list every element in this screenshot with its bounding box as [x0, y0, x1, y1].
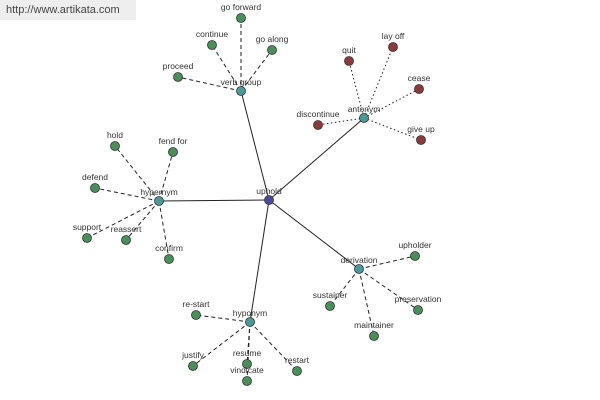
relation-node — [354, 264, 364, 274]
word-node — [416, 135, 426, 145]
word-label: support — [73, 222, 102, 232]
nodes — [82, 13, 426, 386]
word-label: quit — [342, 45, 356, 55]
word-label: maintainer — [354, 320, 394, 330]
relation-edge — [249, 199, 270, 323]
word-node — [414, 84, 424, 94]
word-edge — [329, 268, 360, 307]
word-node — [242, 359, 252, 369]
word-node — [110, 141, 120, 151]
word-node — [164, 254, 174, 264]
word-node — [242, 376, 252, 386]
word-label: defend — [82, 172, 108, 182]
word-label: restart — [285, 355, 310, 365]
relation-edge — [268, 199, 360, 270]
word-edge — [246, 321, 251, 382]
word-edge — [358, 268, 375, 337]
word-node — [188, 361, 198, 371]
relation-label: hyponym — [233, 308, 268, 318]
relation-node — [154, 196, 164, 206]
word-label: give up — [407, 124, 435, 134]
word-node — [369, 331, 379, 341]
word-node — [168, 147, 178, 157]
word-node — [313, 120, 323, 130]
word-edge — [94, 187, 160, 202]
word-label: discontinue — [296, 109, 339, 119]
word-edge — [358, 268, 419, 311]
word-node — [325, 301, 335, 311]
word-edge — [192, 321, 251, 367]
word-label: justify — [181, 350, 204, 360]
word-node — [236, 13, 246, 23]
word-node — [344, 56, 354, 66]
relation-label: hypernym — [140, 187, 177, 197]
word-node — [410, 251, 420, 261]
word-label: reassert — [111, 224, 142, 234]
word-label: go along — [256, 34, 289, 44]
relation-edge — [268, 117, 365, 201]
word-edge — [158, 151, 174, 202]
word-label: preservation — [395, 294, 442, 304]
word-node — [90, 183, 100, 193]
relation-edge — [158, 199, 270, 202]
relation-label: antonym — [348, 104, 381, 114]
word-label: lay off — [382, 31, 405, 41]
word-label: cease — [408, 73, 431, 83]
word-node — [121, 235, 131, 245]
word-label: hold — [107, 130, 123, 140]
word-edge — [114, 145, 160, 202]
relation-label: derivation — [341, 255, 378, 265]
word-edge — [358, 255, 416, 270]
word-label: confirm — [155, 243, 183, 253]
relation-node — [236, 86, 246, 96]
center-label: uphold — [256, 186, 282, 196]
relation-label: verb group — [221, 77, 262, 87]
site-link[interactable]: http://www.artikata.com — [0, 0, 136, 20]
word-label: upholder — [398, 240, 431, 250]
word-edge — [158, 200, 170, 260]
word-node — [267, 45, 277, 55]
word-edge — [363, 46, 394, 119]
word-node — [207, 40, 217, 50]
relation-node — [245, 317, 255, 327]
word-node — [82, 233, 92, 243]
word-label: fend for — [159, 136, 188, 146]
word-edge — [177, 76, 242, 92]
word-edge — [195, 314, 251, 323]
relation-edge — [240, 90, 270, 201]
word-edge — [249, 321, 298, 372]
word-node — [173, 72, 183, 82]
word-label: vindicate — [230, 365, 264, 375]
word-edge — [348, 60, 365, 119]
word-label: re-start — [183, 299, 211, 309]
word-node — [292, 366, 302, 376]
word-node — [388, 42, 398, 52]
word-label: proceed — [163, 61, 194, 71]
relation-node — [359, 113, 369, 123]
word-edge — [211, 44, 242, 92]
word-edge — [240, 49, 273, 92]
word-label: resume — [233, 348, 262, 358]
word-label: go forward — [221, 2, 261, 12]
word-node — [413, 305, 423, 315]
word-node — [191, 310, 201, 320]
word-label: continue — [196, 29, 228, 39]
edges — [86, 18, 422, 382]
center-node — [264, 195, 274, 205]
word-edge — [125, 200, 160, 241]
word-label: sustainer — [313, 290, 348, 300]
